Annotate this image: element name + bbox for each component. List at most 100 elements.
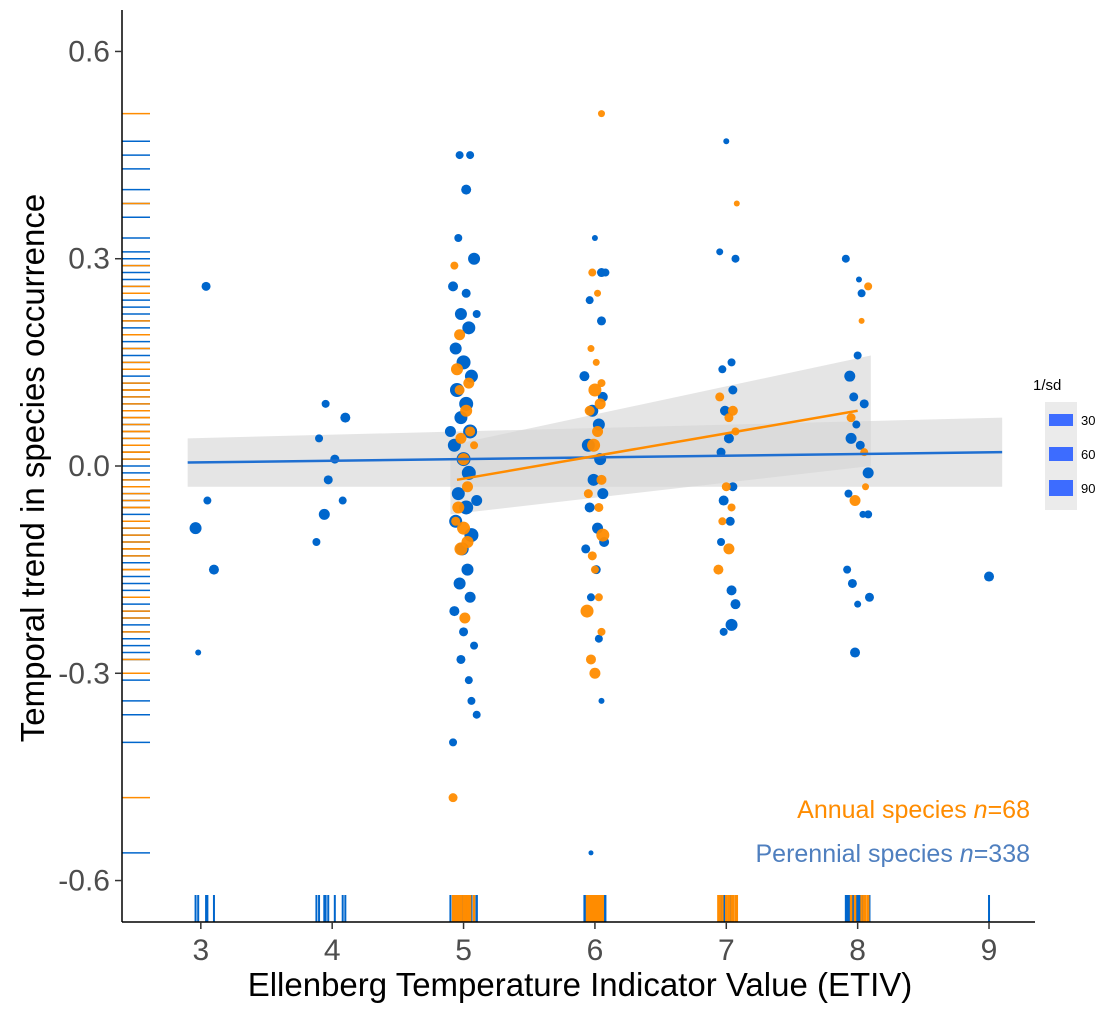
x-tick-label: 4	[324, 934, 341, 967]
perennial-point	[723, 138, 730, 145]
perennial-point	[315, 434, 324, 443]
perennial-annotation-label: Perennial species	[755, 840, 959, 868]
perennial-point	[451, 487, 465, 501]
perennial-point	[208, 564, 219, 575]
annual-point	[588, 268, 597, 277]
x-ticks: 3 4 5 6 7 8 9	[192, 922, 997, 967]
perennial-point	[864, 510, 873, 519]
annual-point	[727, 503, 736, 512]
y-ticks: -0.6 -0.3 0.0 0.3 0.6	[58, 35, 122, 898]
perennial-point	[581, 544, 591, 554]
perennial-point	[850, 647, 861, 658]
annotations: Annual species n=68 Perennial species n=…	[755, 796, 1030, 868]
perennial-point	[862, 467, 874, 479]
perennial-point	[843, 565, 852, 574]
annual-point	[715, 392, 725, 402]
perennial-point	[464, 591, 476, 603]
perennial-point	[579, 371, 590, 382]
annual-point	[594, 502, 604, 512]
perennial-point	[585, 296, 594, 305]
y-tick-label: -0.3	[58, 657, 110, 690]
perennial-point	[461, 184, 472, 195]
annual-point	[588, 383, 602, 397]
annual-point	[727, 405, 738, 416]
x-tick-label: 5	[455, 934, 472, 967]
perennial-point	[859, 399, 869, 409]
annual-point	[454, 329, 466, 341]
data-points	[189, 110, 995, 856]
perennial-point	[730, 599, 741, 610]
annual-point	[455, 432, 467, 444]
perennial-point	[468, 252, 481, 265]
perennial-point	[471, 495, 483, 507]
perennial-point	[456, 654, 466, 664]
annual-point	[590, 565, 599, 574]
y-tick-label: -0.6	[58, 865, 110, 898]
perennial-point	[725, 516, 735, 526]
x-tick-label: 8	[849, 934, 866, 967]
perennial-point	[449, 606, 460, 617]
y-rug	[122, 112, 150, 854]
perennial-point	[728, 385, 738, 395]
perennial-point	[466, 151, 475, 160]
x-axis-title: Ellenberg Temperature Indicator Value (E…	[248, 966, 913, 1003]
annual-point	[451, 516, 461, 526]
perennial-point	[718, 495, 729, 506]
annual-point	[596, 474, 607, 485]
annual-point	[864, 282, 873, 291]
perennial-trend-line	[187, 450, 1003, 464]
annual-point	[584, 405, 595, 416]
perennial-point	[449, 738, 458, 747]
annual-point	[452, 501, 465, 514]
annual-point	[594, 593, 603, 602]
perennial-point	[323, 475, 333, 485]
annual-point	[580, 604, 594, 618]
perennial-point	[340, 412, 351, 423]
annual-point	[465, 426, 476, 437]
perennial-point	[464, 676, 473, 685]
perennial-point	[597, 488, 609, 500]
confidence-bands	[187, 355, 1003, 515]
annual-annotation: Annual species n=68	[797, 796, 1030, 824]
annual-point	[454, 385, 465, 395]
perennial-point	[844, 489, 853, 498]
annual-point	[718, 517, 727, 526]
perennial-point	[718, 365, 727, 374]
x-tick-label: 6	[587, 934, 604, 967]
annual-point	[596, 528, 610, 542]
perennial-point	[727, 358, 736, 367]
annual-point	[597, 110, 605, 118]
legend: 1/sd 30 60 90	[1033, 377, 1095, 510]
annual-point	[460, 404, 473, 417]
x-tick-label: 9	[981, 934, 998, 967]
annual-point	[858, 317, 865, 324]
perennial-point	[852, 420, 861, 429]
x-tick-label: 7	[718, 934, 735, 967]
annual-point	[583, 489, 593, 499]
legend-key-label: 90	[1081, 481, 1095, 496]
annual-annotation-n: n	[974, 796, 988, 824]
annual-annotation-label: Annual species	[797, 796, 974, 824]
perennial-point	[454, 308, 467, 320]
perennial-point	[462, 321, 476, 335]
legend-key-label: 60	[1081, 447, 1095, 462]
legend-key-swatch	[1049, 447, 1073, 461]
legend-key-label: 30	[1081, 413, 1095, 428]
perennial-point	[855, 440, 865, 450]
annual-point	[587, 551, 597, 561]
legend-title: 1/sd	[1033, 377, 1061, 394]
annual-point	[592, 425, 604, 437]
perennial-point	[448, 281, 459, 292]
annual-point	[587, 345, 595, 353]
perennial-point	[731, 254, 740, 263]
annual-point	[733, 200, 740, 207]
perennial-point	[591, 235, 598, 241]
perennial-point	[723, 433, 734, 444]
annual-point	[457, 521, 471, 535]
perennial-point	[728, 482, 738, 492]
annual-point	[463, 377, 475, 389]
annual-point	[721, 482, 731, 492]
legend-keys: 30 60 90	[1049, 413, 1095, 496]
annual-ci-band	[450, 355, 871, 515]
